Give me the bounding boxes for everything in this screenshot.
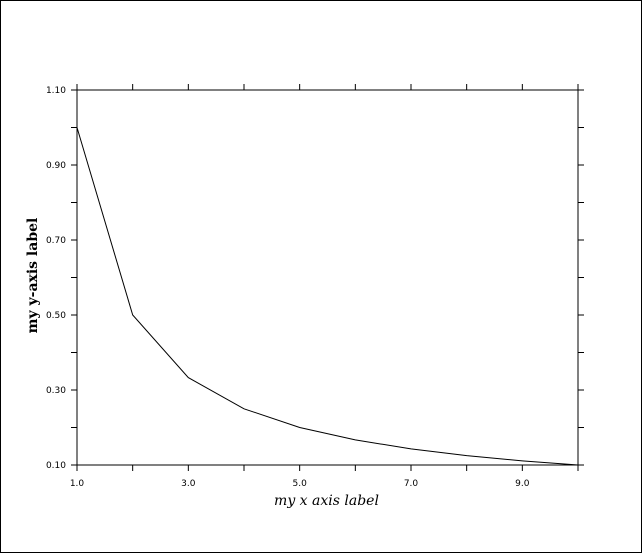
x-tick-label: 3.0 [181,479,196,489]
y-tick-label: 0.30 [46,386,66,396]
y-tick-label: 0.50 [46,311,66,321]
y-tick-label: 0.90 [46,161,66,171]
plot-area [76,89,579,466]
series-line [76,127,579,466]
y-axis: 0.10 0.30 0.50 0.70 0.90 1.10 [46,86,584,471]
y-tick-label: 0.10 [46,461,66,471]
y-tick-label: 0.70 [46,236,66,246]
x-tick-label: 1.0 [70,479,85,489]
series-layer [76,127,579,466]
x-tick-label: 9.0 [515,479,530,489]
x-tick-label: 7.0 [404,479,419,489]
x-axis: 1.0 3.0 5.0 7.0 9.0 [70,84,579,489]
y-axis-title: my y-axis label [25,218,41,334]
x-tick-label: 5.0 [293,479,308,489]
y-tick-label: 1.10 [46,86,66,96]
x-axis-title: my x axis label [274,493,379,509]
